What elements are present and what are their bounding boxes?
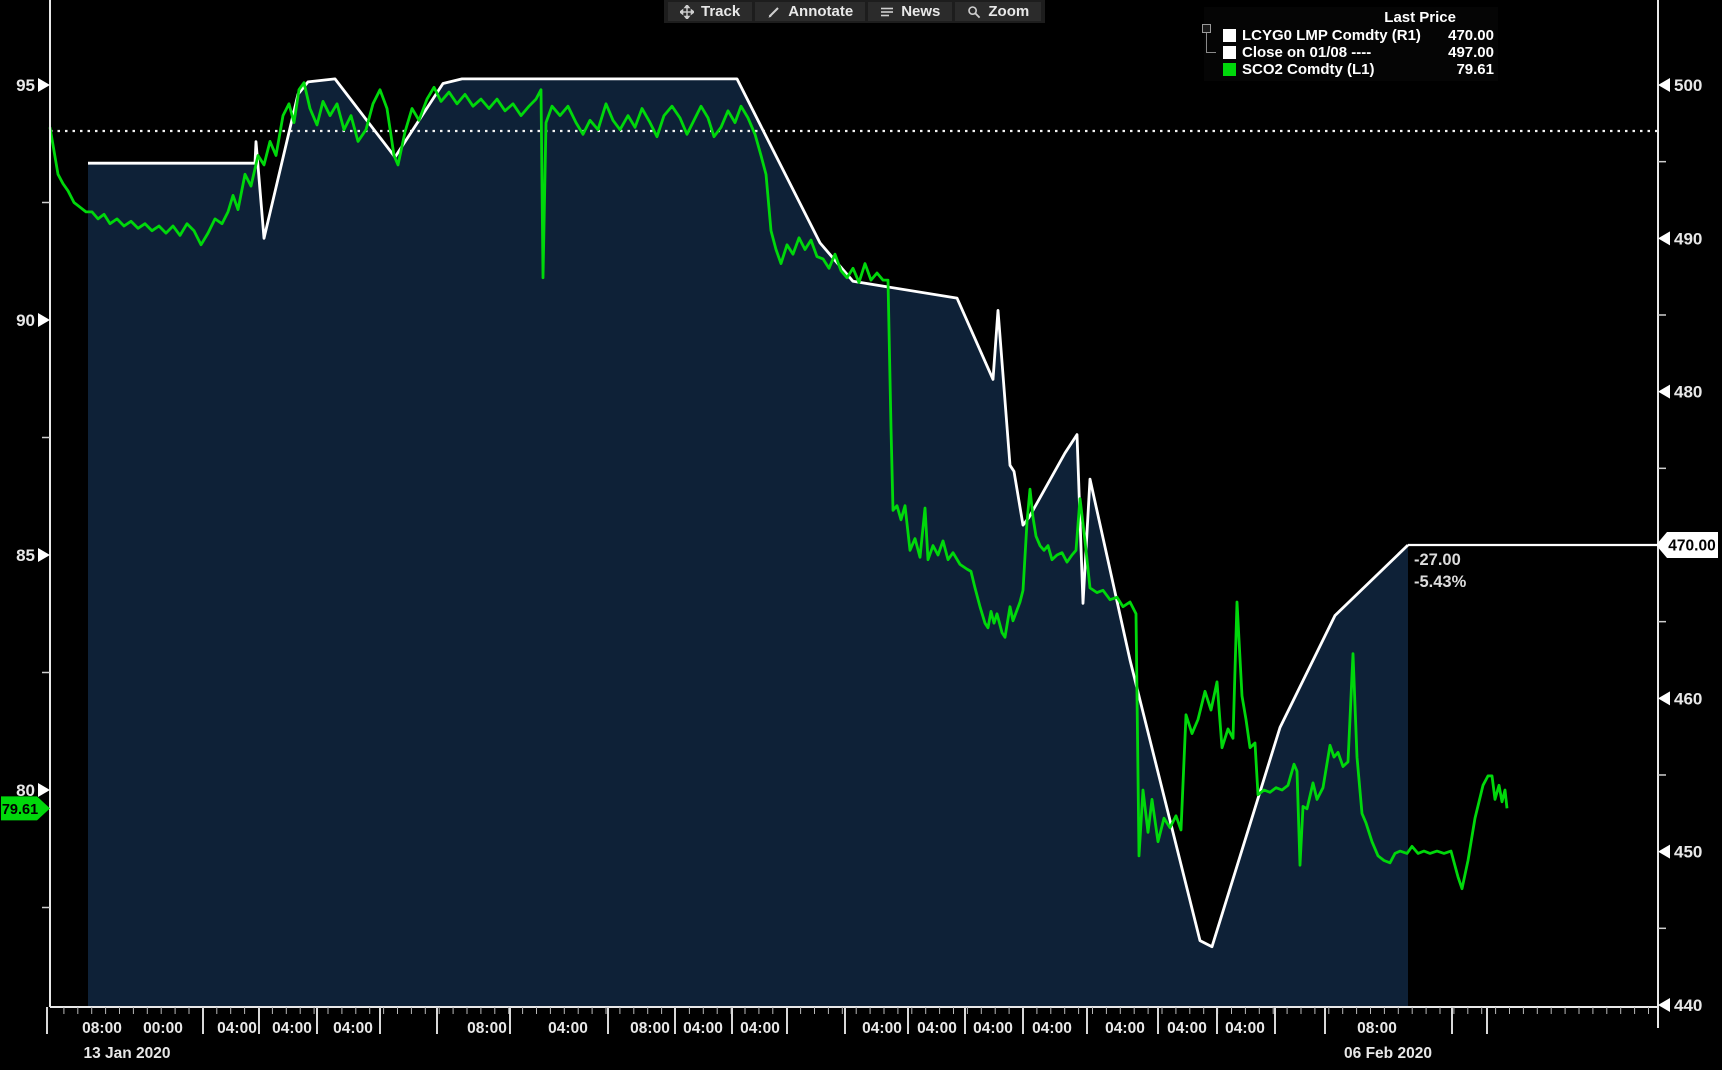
x-axis-time-label: 04:00: [272, 1020, 312, 1037]
x-axis-time-label: 04:00: [217, 1020, 257, 1037]
news-button[interactable]: News: [868, 2, 953, 21]
x-axis-time-label: 08:00: [630, 1020, 670, 1037]
change-absolute-label: -27.00: [1414, 551, 1461, 569]
left-axis-tick-label: 85: [16, 546, 35, 565]
left-axis-tick-arrow: [38, 78, 50, 92]
right-axis-tick-label: 490: [1674, 229, 1702, 248]
zoom-button-label: Zoom: [988, 3, 1030, 20]
x-axis-time-label: 00:00: [143, 1020, 183, 1037]
x-axis-time-label: 04:00: [683, 1020, 723, 1037]
x-axis-time-label: 08:00: [82, 1020, 122, 1037]
left-axis-tick-label: 80: [16, 781, 35, 800]
x-axis-date-label: 13 Jan 2020: [83, 1045, 170, 1062]
legend-row-close[interactable]: Close on 01/08 ---- 497.00: [1208, 44, 1494, 61]
sco2-line: [48, 81, 1509, 891]
x-axis-time-label: 04:00: [1105, 1020, 1145, 1037]
zoom-button[interactable]: Zoom: [955, 2, 1042, 21]
close-line-swatch: [1223, 46, 1236, 59]
x-axis-time-label: 04:00: [1225, 1020, 1265, 1037]
right-axis-tick-arrow: [1658, 997, 1670, 1012]
x-axis-time-label: 04:00: [973, 1020, 1013, 1037]
track-button[interactable]: Track: [668, 2, 753, 21]
x-axis-date-label: 06 Feb 2020: [1344, 1045, 1432, 1062]
legend-title: Last Price: [1384, 9, 1456, 26]
pencil-icon: [767, 5, 781, 19]
lcyg0-series-label: LCYG0 LMP Comdty (R1): [1242, 27, 1421, 44]
right-axis-tick-arrow: [1658, 78, 1670, 92]
news-list-icon: [880, 5, 894, 19]
left-axis-tick-arrow: [38, 313, 50, 327]
right-axis-price-tag-label: 470.00: [1668, 537, 1715, 554]
sco2-series-label: SCO2 Comdty (L1): [1242, 61, 1375, 78]
lcyg0-series-swatch: [1223, 29, 1236, 42]
left-axis-tick-arrow: [38, 783, 50, 797]
legend-row-sco2[interactable]: SCO2 Comdty (L1) 79.61: [1208, 61, 1494, 78]
track-button-label: Track: [701, 3, 741, 20]
left-axis-price-tag: [1, 796, 50, 821]
annotate-button-label: Annotate: [788, 3, 854, 20]
legend-group-connector: [1202, 24, 1216, 53]
sco2-series-value: 79.61: [1456, 61, 1494, 78]
magnifier-icon: [967, 5, 981, 19]
right-axis-tick-arrow: [1658, 844, 1670, 859]
sco2-series-swatch: [1223, 63, 1236, 76]
x-axis-time-label: 04:00: [740, 1020, 780, 1037]
right-axis-tick-label: 500: [1674, 76, 1702, 95]
x-axis-time-label: 04:00: [917, 1020, 957, 1037]
right-axis-tick-arrow: [1658, 384, 1670, 399]
x-axis-time-label: 04:00: [548, 1020, 588, 1037]
right-axis-tick-arrow: [1658, 691, 1670, 706]
news-button-label: News: [901, 3, 941, 20]
right-axis-price-tag: [1656, 531, 1718, 558]
chart-toolbar: Track Annotate News Zoom: [664, 0, 1046, 23]
left-axis-tick-arrow: [38, 548, 50, 562]
x-axis-time-label: 04:00: [862, 1020, 902, 1037]
close-line-value: 497.00: [1448, 44, 1494, 61]
move-crosshair-icon: [680, 4, 694, 19]
legend-row-lcyg0[interactable]: LCYG0 LMP Comdty (R1) 470.00: [1208, 27, 1494, 44]
x-axis-time-label: 04:00: [1032, 1020, 1072, 1037]
lcyg0-line: [88, 77, 1409, 949]
right-axis-tick-label: 460: [1674, 689, 1702, 708]
x-axis-time-label: 04:00: [333, 1020, 373, 1037]
left-axis-price-tag-label: 79.61: [2, 802, 38, 818]
change-percent-label: -5.43%: [1414, 573, 1467, 591]
lcyg0-series-value: 470.00: [1448, 27, 1494, 44]
x-axis-time-label: 08:00: [1357, 1020, 1397, 1037]
right-axis-tick-arrow: [1658, 231, 1670, 246]
x-axis-time-label: 08:00: [467, 1020, 507, 1037]
right-axis-tick-label: 440: [1674, 996, 1702, 1015]
left-axis-tick-label: 90: [16, 311, 35, 330]
right-axis-tick-label: 450: [1674, 843, 1702, 862]
lcyg0-fill-area: [88, 78, 1408, 1007]
x-axis-time-label: 04:00: [1167, 1020, 1207, 1037]
annotate-button[interactable]: Annotate: [755, 2, 866, 21]
close-line-label: Close on 01/08 ----: [1242, 44, 1372, 61]
right-axis-tick-label: 480: [1674, 383, 1702, 402]
legend-panel: Last Price LCYG0 LMP Comdty (R1) 470.00 …: [1202, 7, 1498, 81]
left-axis-tick-label: 95: [16, 76, 35, 95]
